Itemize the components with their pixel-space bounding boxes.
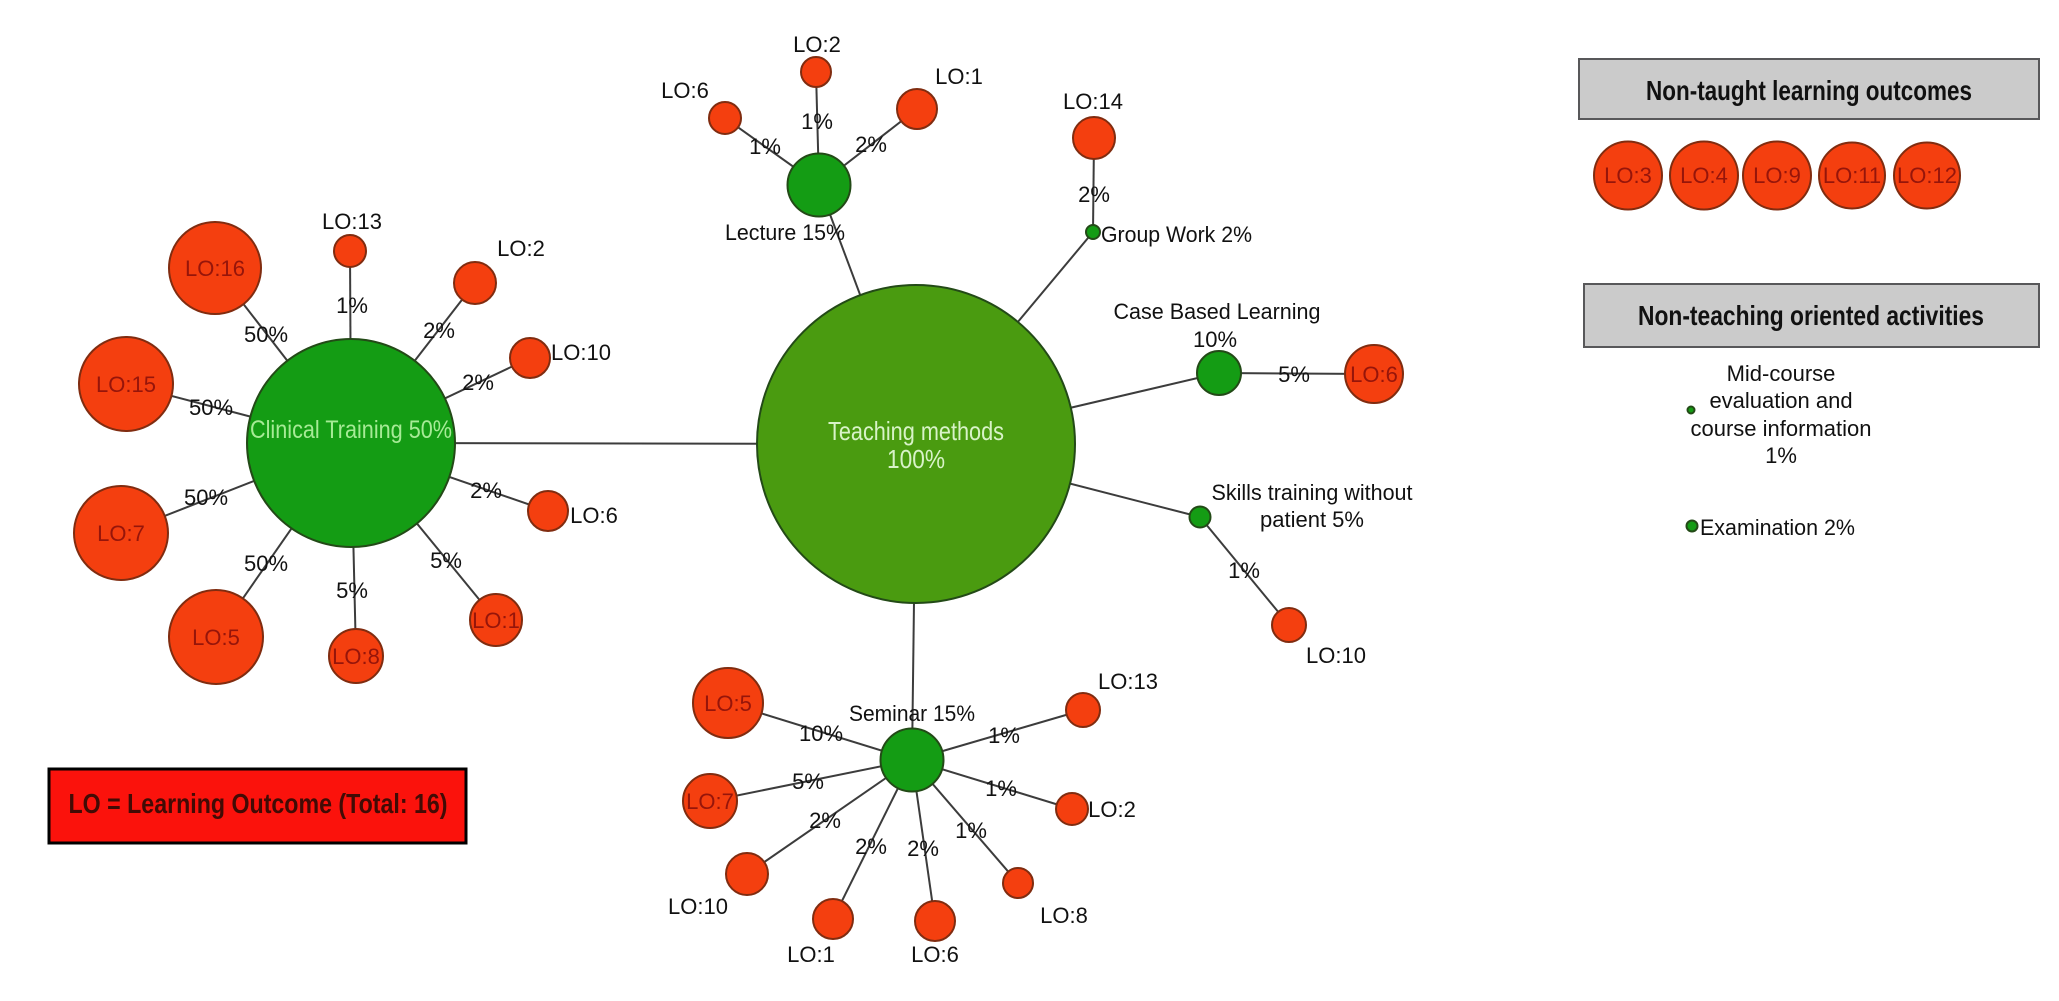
svg-text:1%: 1% — [1765, 443, 1797, 468]
svg-text:50%: 50% — [184, 485, 228, 510]
svg-text:evaluation and: evaluation and — [1709, 388, 1852, 413]
svg-text:Case Based Learning: Case Based Learning — [1114, 299, 1321, 324]
svg-text:10%: 10% — [799, 721, 843, 746]
svg-text:2%: 2% — [809, 808, 841, 833]
svg-text:LO:6: LO:6 — [911, 942, 959, 967]
svg-text:LO:3: LO:3 — [1604, 163, 1652, 188]
svg-text:LO:1: LO:1 — [935, 64, 983, 89]
svg-text:10%: 10% — [1193, 327, 1237, 352]
svg-text:50%: 50% — [189, 395, 233, 420]
svg-text:LO:2: LO:2 — [793, 32, 841, 57]
svg-text:Lecture 15%: Lecture 15% — [725, 220, 845, 245]
svg-text:5%: 5% — [1278, 362, 1310, 387]
svg-text:LO:16: LO:16 — [185, 256, 245, 281]
svg-text:LO:10: LO:10 — [668, 894, 728, 919]
svg-text:LO:2: LO:2 — [1088, 797, 1136, 822]
svg-text:LO:9: LO:9 — [1753, 163, 1801, 188]
svg-text:LO:6: LO:6 — [661, 78, 709, 103]
svg-text:LO:5: LO:5 — [192, 625, 240, 650]
svg-text:LO:6: LO:6 — [1350, 362, 1398, 387]
svg-text:50%: 50% — [244, 551, 288, 576]
svg-text:Seminar 15%: Seminar 15% — [849, 701, 975, 726]
svg-text:LO:14: LO:14 — [1063, 89, 1123, 114]
svg-text:2%: 2% — [423, 318, 455, 343]
svg-text:LO:13: LO:13 — [1098, 669, 1158, 694]
svg-text:LO:10: LO:10 — [1306, 643, 1366, 668]
svg-text:Skills training without: Skills training without — [1212, 480, 1413, 505]
svg-text:2%: 2% — [907, 836, 939, 861]
svg-text:1%: 1% — [955, 818, 987, 843]
svg-text:2%: 2% — [855, 132, 887, 157]
svg-text:1%: 1% — [985, 776, 1017, 801]
svg-text:LO:10: LO:10 — [551, 340, 611, 365]
svg-text:5%: 5% — [792, 769, 824, 794]
svg-text:1%: 1% — [988, 723, 1020, 748]
svg-text:100%: 100% — [887, 444, 945, 474]
svg-text:1%: 1% — [749, 134, 781, 159]
svg-text:LO:6: LO:6 — [570, 503, 618, 528]
svg-text:LO:11: LO:11 — [1823, 163, 1881, 188]
svg-text:Clinical Training 50%: Clinical Training 50% — [250, 416, 452, 444]
svg-text:LO:4: LO:4 — [1680, 163, 1728, 188]
svg-text:Mid-course: Mid-course — [1727, 361, 1836, 386]
svg-text:Non-taught learning outcomes: Non-taught learning outcomes — [1646, 75, 1972, 106]
svg-text:5%: 5% — [430, 548, 462, 573]
svg-text:LO:8: LO:8 — [332, 644, 380, 669]
svg-text:LO:5: LO:5 — [704, 691, 752, 716]
svg-text:LO:15: LO:15 — [96, 372, 156, 397]
svg-text:LO:8: LO:8 — [1040, 903, 1088, 928]
svg-text:1%: 1% — [801, 109, 833, 134]
svg-text:Group Work 2%: Group Work 2% — [1101, 222, 1252, 247]
svg-text:LO:13: LO:13 — [322, 209, 382, 234]
svg-text:course information: course information — [1691, 416, 1872, 441]
svg-text:5%: 5% — [336, 578, 368, 603]
svg-text:50%: 50% — [244, 322, 288, 347]
svg-text:LO:12: LO:12 — [1897, 163, 1957, 188]
svg-text:LO:1: LO:1 — [472, 608, 520, 633]
svg-text:1%: 1% — [1228, 558, 1260, 583]
svg-text:1%: 1% — [336, 293, 368, 318]
svg-text:2%: 2% — [462, 370, 494, 395]
svg-text:Examination 2%: Examination 2% — [1700, 515, 1855, 540]
svg-text:Teaching methods: Teaching methods — [828, 416, 1004, 446]
svg-text:LO = Learning Outcome (Total:: LO = Learning Outcome (Total: 16) — [69, 788, 448, 819]
svg-text:LO:2: LO:2 — [497, 236, 545, 261]
svg-text:patient 5%: patient 5% — [1260, 507, 1364, 532]
svg-text:LO:1: LO:1 — [787, 942, 835, 967]
svg-text:Non-teaching oriented activiti: Non-teaching oriented activities — [1638, 300, 1984, 331]
svg-text:2%: 2% — [470, 478, 502, 503]
svg-text:LO:7: LO:7 — [686, 789, 734, 814]
svg-text:2%: 2% — [855, 834, 887, 859]
svg-text:2%: 2% — [1078, 182, 1110, 207]
svg-text:LO:7: LO:7 — [97, 521, 145, 546]
